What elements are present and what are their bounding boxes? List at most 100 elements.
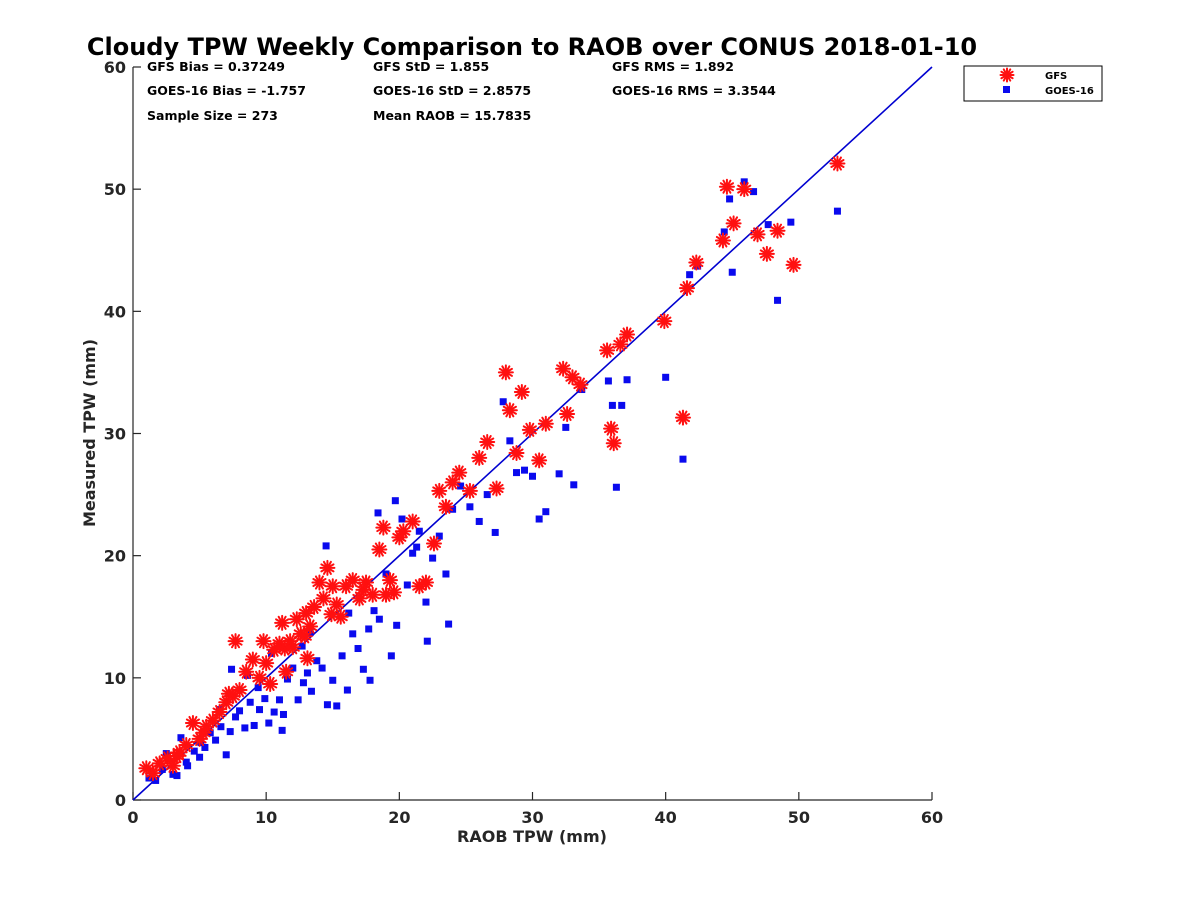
gfs-point [488,480,505,497]
goes-16-point [521,466,529,474]
y-tick-label: 60 [104,58,126,77]
goes-16-point [343,686,351,694]
goes-16-point [403,581,411,589]
y-axis-label: Measured TPW (mm) [80,339,99,527]
gfs-point [276,640,293,657]
x-tick-label: 10 [255,808,277,827]
stat-goes-bias: GOES-16 Bias = -1.757 [147,83,306,98]
goes-16-point [196,753,204,761]
goes-16-point [466,503,474,511]
x-axis-label: RAOB TPW (mm) [457,827,607,846]
legend-goes-label: GOES-16 [1045,86,1094,97]
goes-16-point [303,669,311,677]
goes-16-point [236,707,244,715]
goes-16-point [393,621,401,629]
goes-16-point [513,469,521,477]
gfs-point [605,435,622,452]
goes-16-point [562,423,570,431]
gfs-point [296,628,313,645]
goes-16-point [228,665,236,673]
goes-16-point [313,657,321,665]
legend-gfs-label: GFS [1045,71,1067,82]
goes-16-point [506,437,514,445]
gfs-point [736,181,753,198]
x-tick-label: 60 [921,808,943,827]
goes-16-point [483,491,491,499]
goes-16-point [750,188,758,196]
gfs-point [258,655,275,672]
goes-16-point [246,698,254,706]
goes-16-point [329,676,337,684]
gfs-point [555,360,572,377]
goes-16-point [833,207,841,215]
gfs-point [323,606,340,623]
goes-16-point [555,470,563,478]
goes-16-point [226,728,234,736]
legend: GFS GOES-16 [963,65,1103,102]
goes-16-point [764,221,772,229]
goes-16-point [429,554,437,562]
goes-16-point [261,695,269,703]
goes-16-point [612,483,620,491]
series-gfs [138,155,846,782]
gfs-point [364,586,381,603]
gfs-point [378,586,395,603]
stat-goes-rms: GOES-16 RMS = 3.3544 [612,83,776,98]
gfs-point [725,215,742,232]
y-tick-label: 50 [104,180,126,199]
gfs-point [344,572,361,589]
goes-16-point [686,271,694,279]
goes-16-point [542,508,550,516]
gfs-point [656,313,673,330]
x-tick-label: 20 [388,808,410,827]
gfs-point [537,415,554,432]
goes-16-point [457,482,465,490]
goes-16-point [241,724,249,732]
gfs-point [769,222,786,239]
gfs-point [355,581,372,598]
goes-16-point [345,609,353,617]
x-tick-label: 50 [788,808,810,827]
gfs-point [531,452,548,469]
gfs-point [718,178,735,195]
gfs-point [227,633,244,650]
stat-gfs-rms: GFS RMS = 1.892 [612,59,734,74]
gfs-point [688,254,705,271]
legend-gfs-asterisk [999,67,1015,83]
goes-16-point [182,758,190,766]
stat-mean-raob: Mean RAOB = 15.7835 [373,108,531,123]
goes-16-point [499,398,507,406]
gfs-point [311,574,328,591]
gfs-point [479,434,496,451]
goes-16-point [307,687,315,695]
goes-16-point [608,401,616,409]
gfs-point [288,611,305,628]
goes-16-point [152,776,160,784]
goes-16-point [618,401,626,409]
gfs-point [497,364,514,381]
gfs-point [674,409,691,426]
legend-box [963,65,1103,102]
goes-16-point [398,515,406,523]
goes-16-point [423,637,431,645]
goes-16-point [270,708,278,716]
goes-16-point [529,472,536,480]
goes-16-point [232,713,240,721]
goes-16-point [323,701,331,709]
goes-16-point [278,726,286,734]
gfs-point [714,232,731,249]
legend-gfs-marker [999,67,1015,83]
gfs-point [425,535,442,552]
goes-16-point [370,607,378,615]
goes-16-point [623,376,631,384]
goes-16-point [299,679,307,687]
goes-16-point [366,676,374,684]
goes-16-point [162,750,170,758]
gfs-point [603,420,620,437]
goes-16-point [201,743,209,751]
gfs-point [319,559,336,576]
goes-16-point [283,675,291,683]
goes-16-point [173,772,181,780]
stat-sample-size: Sample Size = 273 [147,108,278,123]
